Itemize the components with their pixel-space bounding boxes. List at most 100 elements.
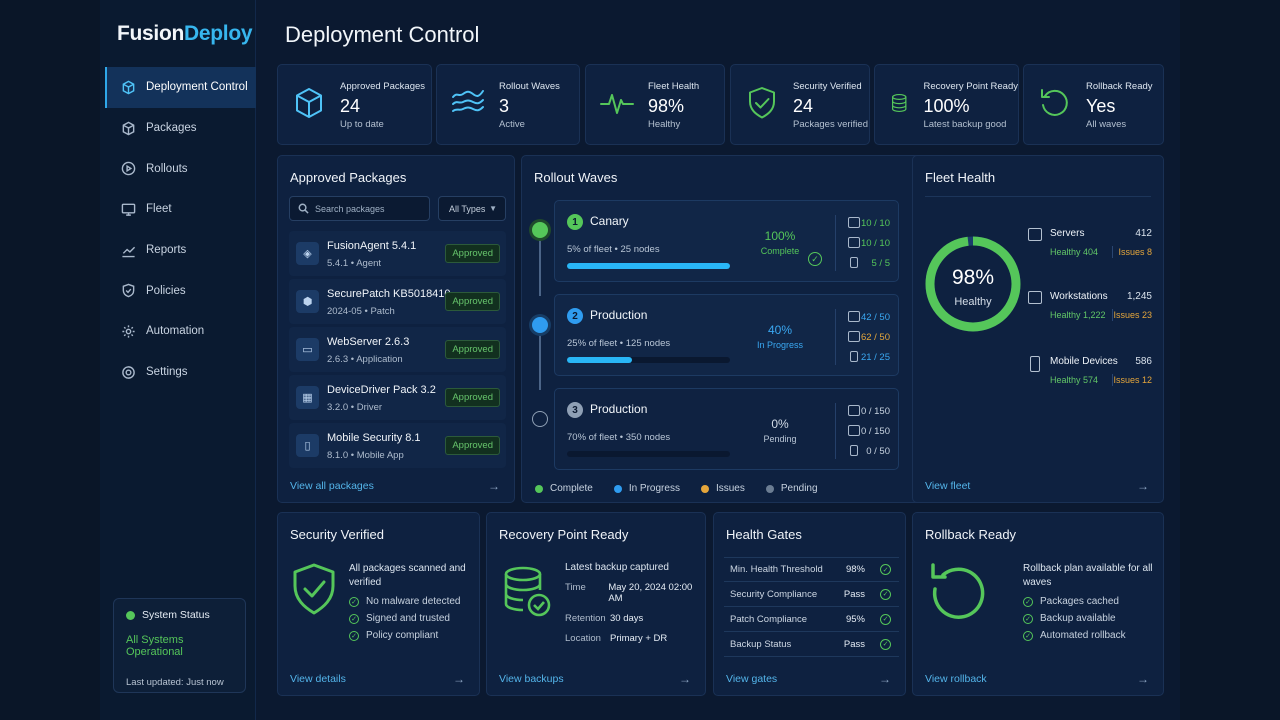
kpi-security-verified[interactable]: Security Verified 24 Packages verified: [730, 64, 870, 145]
system-status-panel: System Status All Systems Operational La…: [113, 598, 246, 693]
arrow-right-icon[interactable]: →: [1137, 479, 1149, 493]
wave-percent: 0%: [771, 417, 789, 431]
sidebar-item-label: Settings: [146, 366, 188, 379]
wave-percent: 100%: [764, 229, 796, 243]
kpi-value: 98%: [648, 96, 685, 116]
wave-progress-bar: [567, 263, 730, 269]
arrow-right-icon[interactable]: →: [879, 672, 891, 686]
sidebar-item-fleet[interactable]: Fleet: [105, 189, 256, 230]
database-icon: [892, 93, 907, 113]
rollback-ready-panel: Rollback Ready Rollback plan available f…: [912, 512, 1164, 696]
arrow-right-icon[interactable]: →: [679, 672, 691, 686]
arrow-right-icon[interactable]: →: [453, 672, 465, 686]
kpi-label: Rollback Ready: [1086, 81, 1153, 92]
sidebar-item-deployment-control[interactable]: Deployment Control: [105, 67, 256, 108]
logo-text-part1: Fusion: [117, 22, 185, 45]
check-item: ✓ Policy compliant: [349, 630, 474, 641]
sidebar-item-reports[interactable]: Reports: [105, 230, 256, 271]
check-circle-icon: ✓: [349, 596, 359, 607]
system-status-header: System Status: [126, 609, 233, 621]
package-row[interactable]: ▯ Mobile Security 8.1 8.1.0 • Mobile App Ap…: [289, 423, 506, 468]
wave-card-production-1[interactable]: 2 Production 25% of fleet • 125 nodes 40…: [554, 294, 899, 376]
wave-number: 3: [567, 402, 583, 418]
type-filter-select[interactable]: All Types ▼: [438, 196, 506, 221]
kpi-label: Recovery Point Ready: [923, 81, 1018, 92]
view-all-packages-link[interactable]: View all packages: [290, 480, 374, 492]
check-label: Automated rollback: [1040, 630, 1126, 641]
recovery-row: Retention 30 days: [565, 613, 705, 624]
wave-progress-fill: [567, 263, 730, 269]
health-gate-row: Backup Status Pass ✓: [724, 632, 899, 657]
kpi-approved-packages[interactable]: Approved Packages 24 Up to date: [277, 64, 432, 145]
legend-item: Complete: [535, 483, 593, 494]
kpi-rollout-waves[interactable]: Rollout Waves 3 Active: [436, 64, 580, 145]
security-details: All packages scanned and verified ✓ No ma…: [349, 562, 474, 641]
view-rollback-link[interactable]: View rollback: [925, 673, 987, 685]
package-row[interactable]: ▭ WebServer 2.6.3 2.6.3 • Application Appro…: [289, 327, 506, 372]
kpi-label: Fleet Health: [648, 81, 700, 92]
kpi-value: Yes: [1086, 96, 1116, 116]
legend-label: Complete: [550, 483, 593, 494]
wave-name: Production: [590, 308, 648, 322]
search-input[interactable]: Search packages: [289, 196, 430, 221]
wave-mobile-count: 5 / 5: [871, 258, 891, 269]
app-logo[interactable]: FusionDeploy: [117, 22, 253, 46]
recovery-kv-list: Time May 20, 2024 02:00 AM Retention 30 da…: [565, 582, 705, 644]
check-circle-icon: ✓: [880, 564, 891, 575]
rollback-headline: Rollback plan available for all waves: [1023, 563, 1153, 588]
wave-card-production-2[interactable]: 3 Production 70% of fleet • 350 nodes 0%…: [554, 388, 899, 470]
timeline-connector: [539, 240, 541, 296]
server-icon: [848, 405, 860, 416]
check-item: ✓ No malware detected: [349, 596, 474, 607]
monitor-icon: [848, 331, 860, 342]
recovery-row-value: May 20, 2024 02:00 AM: [608, 582, 693, 604]
wave-legend: Complete In Progress Issues Pending: [535, 483, 839, 494]
view-gates-link[interactable]: View gates: [726, 673, 778, 685]
check-item: ✓ Packages cached: [1023, 596, 1158, 607]
arrow-right-icon[interactable]: →: [488, 479, 500, 493]
waves-icon: [452, 90, 484, 112]
mobile-icon: [850, 257, 858, 268]
view-fleet-link[interactable]: View fleet: [925, 480, 971, 492]
sidebar-item-rollouts[interactable]: Rollouts: [105, 148, 256, 189]
package-row[interactable]: ▦ DeviceDriver Pack 3.2 3.2.0 • Driver Appr…: [289, 375, 506, 420]
package-row[interactable]: ⬢ SecurePatch KB5018410 2024-05 • Patch App…: [289, 279, 506, 324]
view-backups-link[interactable]: View backups: [499, 673, 564, 685]
kpi-recovery-point[interactable]: Recovery Point Ready 100% Latest backup go…: [874, 64, 1019, 145]
status-badge: Approved: [445, 388, 500, 407]
wave-servers-count: 42 / 50: [860, 312, 890, 323]
wave-card-canary[interactable]: 1 Canary 5% of fleet • 25 nodes 100% Com…: [554, 200, 899, 282]
cube-icon: [296, 88, 322, 118]
fleet-row-healthy: Healthy 574: [1050, 375, 1099, 385]
sidebar-item-packages[interactable]: Packages: [105, 108, 256, 149]
wave-workstations-count: 0 / 150: [860, 426, 890, 437]
gate-name: Min. Health Threshold: [730, 564, 823, 575]
recovery-row-key: Time: [565, 582, 586, 593]
arrow-right-icon[interactable]: →: [1137, 672, 1149, 686]
sidebar-item-automation[interactable]: Automation: [105, 311, 256, 352]
chart-icon: [122, 246, 136, 257]
divider: [835, 215, 836, 271]
monitor-icon: [848, 425, 860, 436]
kpi-fleet-health[interactable]: Fleet Health 98% Healthy: [585, 64, 725, 145]
package-row[interactable]: ◈ FusionAgent 5.4.1 5.4.1 • Agent Approved: [289, 231, 506, 276]
fleet-row-count: 586: [1135, 356, 1152, 367]
check-item: ✓ Automated rollback: [1023, 630, 1158, 641]
health-gate-row: Min. Health Threshold 98% ✓: [724, 557, 899, 582]
divider: [1112, 246, 1113, 258]
check-circle-icon: ✓: [1023, 630, 1033, 641]
view-details-link[interactable]: View details: [290, 673, 346, 685]
rollback-details: Rollback plan available for all waves ✓ P…: [1023, 562, 1158, 641]
kpi-label: Rollout Waves: [499, 81, 560, 92]
system-status-updated: Last updated: Just now: [126, 677, 224, 688]
sidebar-nav: Deployment Control Packages Rollouts Fle…: [105, 67, 256, 393]
gauge-arc: [925, 236, 1021, 332]
sidebar-item-policies[interactable]: Policies: [105, 270, 256, 311]
sidebar-item-settings[interactable]: Settings: [105, 352, 256, 393]
patch-icon: ⬢: [296, 290, 319, 313]
kpi-rollback-ready[interactable]: Rollback Ready Yes All waves: [1023, 64, 1164, 145]
monitor-icon: [121, 203, 136, 216]
wave-mobile-count: 21 / 25: [860, 352, 890, 363]
wave-2-status-dot: [532, 317, 548, 333]
status-badge: Approved: [445, 292, 500, 311]
